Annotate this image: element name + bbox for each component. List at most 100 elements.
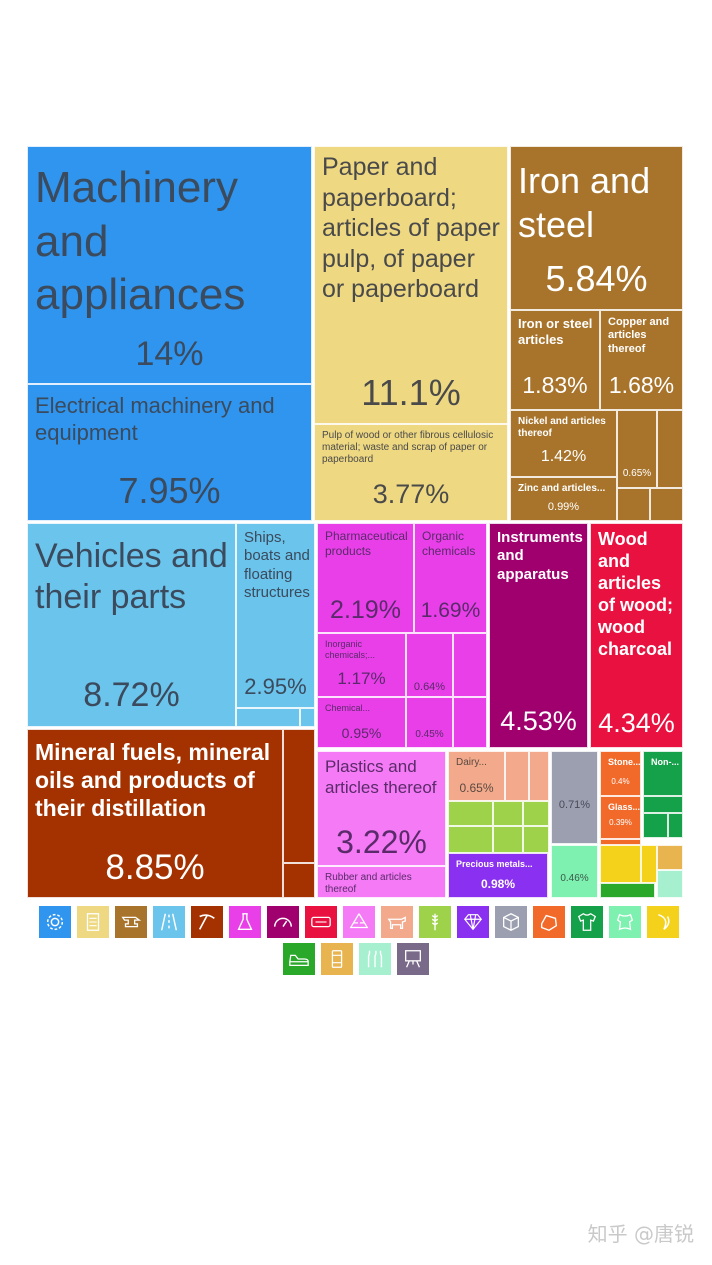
treemap-tile-small[interactable] — [448, 826, 493, 853]
ticket-icon[interactable] — [305, 906, 337, 938]
recycle-icon-glyph — [349, 913, 369, 929]
shirt-icon[interactable] — [571, 906, 603, 938]
shoe-icon-glyph — [289, 954, 309, 967]
flask-icon[interactable] — [229, 906, 261, 938]
gear-icon-glyph — [46, 913, 64, 931]
bottles-icon[interactable] — [359, 943, 391, 975]
legend-row-1 — [39, 906, 679, 938]
treemap-tile-zinc[interactable]: Zinc and articles... 0.99% — [510, 477, 617, 521]
treemap-tile-iron-articles[interactable]: Iron or steel articles 1.83% — [510, 310, 600, 410]
wheat-icon[interactable] — [419, 906, 451, 938]
treemap-tile-plastics[interactable]: Plastics and articles thereof 3.22% — [317, 751, 446, 866]
tile-percent: 0.39% — [609, 818, 632, 827]
treemap-tile-instruments[interactable]: Instruments and apparatus 4.53% — [489, 523, 588, 748]
tile-label: Organic chemicals — [422, 529, 476, 558]
treemap-tile-organic[interactable]: Organic chemicals 1.69% — [414, 523, 487, 633]
bottles-icon-glyph — [367, 950, 383, 968]
recycle-icon[interactable] — [343, 906, 375, 938]
tile-percent: 5.84% — [545, 258, 648, 299]
tile-percent: 4.34% — [598, 708, 675, 738]
treemap-tile-chem-small2[interactable]: 0.45% — [406, 697, 453, 748]
treemap-tile-small[interactable] — [300, 708, 315, 727]
treemap-tile-small[interactable] — [650, 488, 683, 521]
treemap-tile-small[interactable] — [643, 796, 683, 813]
banana-icon[interactable] — [647, 906, 679, 938]
treemap-tile-machinery[interactable]: Machinery and appliances 14% — [27, 146, 312, 384]
treemap-tile-small[interactable] — [448, 801, 493, 826]
treemap-tile-small[interactable] — [600, 883, 655, 898]
tile-label: Nickel and articles thereof — [518, 416, 606, 440]
anvil-icon[interactable] — [115, 906, 147, 938]
treemap-tile-small[interactable] — [283, 863, 315, 898]
treemap-tile-small[interactable] — [657, 410, 683, 488]
shoe-icon[interactable] — [283, 943, 315, 975]
stone-icon[interactable] — [533, 906, 565, 938]
treemap-tile-small[interactable] — [600, 839, 641, 845]
pickaxe-icon[interactable] — [191, 906, 223, 938]
treemap-tile-electrical[interactable]: Electrical machinery and equipment 7.95% — [27, 384, 312, 521]
treemap-tile-dairy[interactable]: Dairy... 0.65% — [448, 751, 505, 801]
treemap-tile-inorganic[interactable]: Inorganic chemicals;... 1.17% — [317, 633, 406, 697]
treemap-tile-vehicles[interactable]: Vehicles and their parts 8.72% — [27, 523, 236, 727]
treemap-tile-stone[interactable]: Stone... 0.4% — [600, 751, 641, 796]
road-icon[interactable] — [153, 906, 185, 938]
treemap-tile-paper[interactable]: Paper and paperboard; articles of paper … — [314, 146, 508, 424]
tile-percent: 0.65% — [622, 468, 652, 479]
treemap-tile-small[interactable] — [453, 633, 487, 697]
treemap-tile-rubber[interactable]: Rubber and articles thereof — [317, 866, 446, 898]
treemap-tile-small[interactable] — [641, 845, 657, 883]
treemap-tile-chemical[interactable]: Chemical... 0.95% — [317, 697, 406, 748]
treemap-tile-small[interactable] — [453, 697, 487, 748]
treemap-tile-small[interactable] — [283, 729, 315, 863]
tile-percent: 0.64% — [413, 681, 446, 693]
treemap-tile-hides[interactable]: 0.46% — [551, 845, 598, 898]
treemap-tile-small[interactable] — [236, 708, 300, 727]
paper-icon-glyph — [86, 913, 100, 931]
box-icon[interactable] — [495, 906, 527, 938]
tile-percent: 0.98% — [480, 877, 516, 891]
treemap-tile-glass[interactable]: Glass... 0.39% — [600, 796, 641, 839]
gem-icon[interactable] — [457, 906, 489, 938]
animal-icon[interactable] — [381, 906, 413, 938]
treemap-tile-pharma[interactable]: Pharmaceutical products 2.19% — [317, 523, 414, 633]
treemap-tile-small[interactable] — [493, 826, 523, 853]
treemap-tile-small[interactable] — [643, 813, 668, 838]
treemap-tile-small[interactable] — [657, 845, 683, 870]
treemap-tile-small[interactable] — [600, 845, 641, 883]
treemap-tile-mineral[interactable]: Mineral fuels, mineral oils and products… — [27, 729, 283, 898]
treemap-tile-nonknit[interactable]: Non-... — [643, 751, 683, 796]
tile-label: Mineral fuels, mineral oils and products… — [35, 739, 271, 822]
tile-label: Chemical... — [325, 703, 371, 713]
paper-icon[interactable] — [77, 906, 109, 938]
treemap-tile-misc-gray[interactable]: 0.71% — [551, 751, 598, 844]
treemap-tile-small[interactable] — [529, 751, 549, 801]
tile-label: Copper and articles thereof — [608, 316, 670, 355]
road-icon-glyph — [160, 913, 178, 931]
tile-percent: 3.77% — [372, 479, 450, 509]
treemap-tile-wood[interactable]: Wood and articles of wood; wood charcoal… — [590, 523, 683, 748]
tile-label: Dairy... — [456, 757, 487, 768]
treemap-tile-precious[interactable]: Precious metals... 0.98% — [448, 853, 548, 898]
treemap-tile-chem-small1[interactable]: 0.64% — [406, 633, 453, 697]
treemap-tile-pulp[interactable]: Pulp of wood or other fibrous cellulosic… — [314, 424, 508, 521]
treemap-tile-small[interactable] — [657, 870, 683, 898]
treemap-tile-copper[interactable]: Copper and articles thereof 1.68% — [600, 310, 683, 410]
leather-icon[interactable] — [609, 906, 641, 938]
treemap-tile-small[interactable] — [617, 488, 650, 521]
can-icon[interactable] — [321, 943, 353, 975]
tile-percent: 14% — [135, 335, 204, 373]
shirt-icon-glyph — [577, 912, 597, 931]
treemap-tile-small[interactable] — [523, 801, 549, 826]
treemap-tile-nickel[interactable]: Nickel and articles thereof 1.42% — [510, 410, 617, 477]
treemap-tile-small[interactable] — [668, 813, 683, 838]
treemap-tile-small[interactable] — [523, 826, 549, 853]
easel-icon[interactable] — [397, 943, 429, 975]
treemap-tile-small[interactable] — [493, 801, 523, 826]
treemap-tile-small[interactable] — [505, 751, 529, 801]
gear-icon[interactable] — [39, 906, 71, 938]
treemap-tile-iron[interactable]: Iron and steel 5.84% — [510, 146, 683, 310]
animal-icon-glyph — [387, 916, 406, 930]
treemap-tile-ships[interactable]: Ships, boats and floating structures 2.95… — [236, 523, 315, 708]
gauge-icon[interactable] — [267, 906, 299, 938]
treemap-tile-metal-small[interactable]: 0.65% — [617, 410, 657, 488]
